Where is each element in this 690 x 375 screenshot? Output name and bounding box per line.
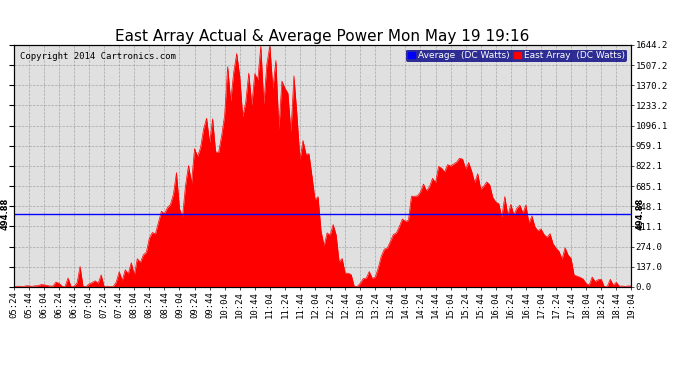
Text: 494.88: 494.88: [1, 198, 10, 230]
Text: Copyright 2014 Cartronics.com: Copyright 2014 Cartronics.com: [20, 52, 176, 61]
Title: East Array Actual & Average Power Mon May 19 19:16: East Array Actual & Average Power Mon Ma…: [115, 29, 530, 44]
Text: 494.88: 494.88: [635, 198, 644, 230]
Legend: Average  (DC Watts), East Array  (DC Watts): Average (DC Watts), East Array (DC Watts…: [406, 50, 627, 62]
